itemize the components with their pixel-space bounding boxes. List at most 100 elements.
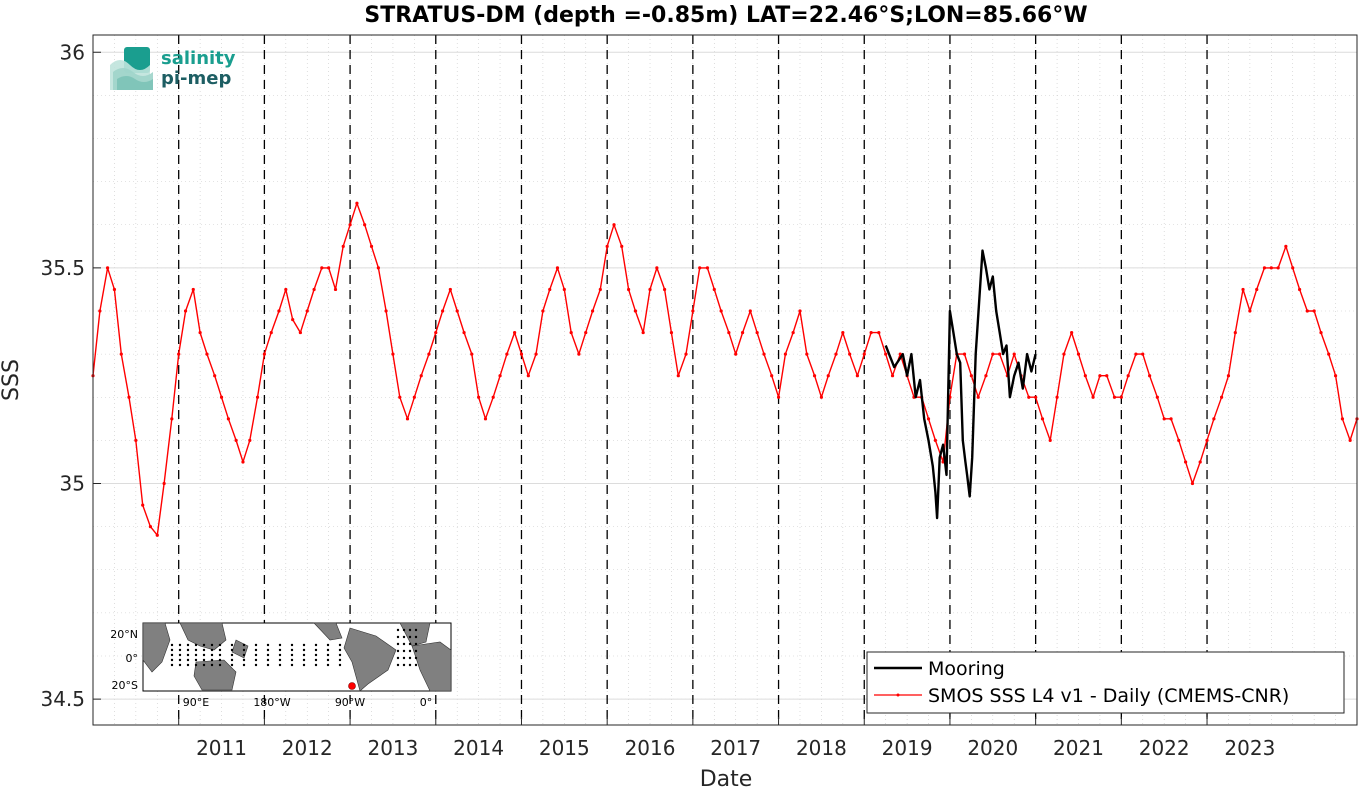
inset-buoy-dot [170,648,174,652]
data-point-smos [226,417,230,421]
x-tick-label: 2015 [539,736,590,760]
data-point-smos [748,309,752,313]
inset-buoy-dot [326,653,330,657]
data-point-smos [1040,417,1045,421]
data-point-smos [1134,352,1138,356]
data-point-smos [1269,266,1273,270]
data-point-smos [1148,374,1152,378]
data-point-smos [363,223,367,227]
data-point-smos [376,266,380,270]
data-point-smos [834,352,838,356]
data-point-smos [305,309,309,313]
inset-buoy-dot [218,648,222,652]
data-point-smos [241,460,245,464]
inset-buoy-dot [278,658,282,662]
inset-buoy-dot [302,653,306,657]
inset-buoy-dot [290,663,294,667]
data-point-smos [770,374,774,378]
inset-buoy-dot [396,628,400,632]
inset-buoy-dot [210,648,214,652]
series-line-smos [92,202,1358,536]
inset-buoy-dot [402,642,406,646]
inset-buoy-dot [210,663,214,667]
y-tick-label: 36 [60,40,85,64]
inset-buoy-dot [314,653,318,657]
inset-buoy-dot [178,663,182,667]
data-point-smos [455,309,459,313]
data-point-smos [641,330,645,335]
inset-buoy-dot [254,658,258,662]
chart-title: STRATUS-DM (depth =-0.85m) LAT=22.46°S;L… [364,3,1087,28]
data-point-smos [1048,438,1052,442]
inset-buoy-dot [218,663,222,667]
major-grid [93,51,1357,700]
data-point-smos [1105,374,1109,378]
inset-buoy-dot [302,648,306,652]
data-point-smos [569,330,573,335]
data-point-smos [519,352,524,356]
data-point-smos [483,417,488,421]
data-point-smos [526,374,530,378]
data-point-smos [277,309,281,313]
legend-label-mooring: Mooring [928,658,1005,680]
inset-buoy-dot [242,648,246,652]
data-point-smos [598,287,602,292]
inset-buoy-dot [178,643,182,647]
series-layer [91,201,1359,537]
inset-buoy-dot [186,653,190,657]
inset-buoy-dot [254,643,258,647]
data-point-smos [812,374,817,378]
data-point-smos [405,417,410,421]
data-point-smos [1255,287,1259,292]
inset-buoy-dot [326,663,330,667]
data-point-smos [534,352,538,356]
inset-lat-label-0: 0° [126,652,139,665]
data-point-smos [541,309,545,313]
inset-buoy-dot [414,663,418,667]
data-point-smos [662,287,667,292]
data-point-smos [633,309,638,313]
data-point-smos [1205,438,1209,442]
inset-buoy-dot [408,628,412,632]
data-point-smos [962,352,967,356]
legend-box [866,651,1345,714]
inset-lon-label-180w: 180°W [253,696,290,709]
inset-buoy-dot [290,643,294,647]
data-point-smos [1226,374,1231,378]
inset-buoy-dot [266,658,270,662]
data-point-smos [783,352,788,356]
inset-buoy-dot [178,658,182,662]
data-point-smos [1190,481,1195,486]
data-point-smos [998,352,1002,356]
data-point-smos [1348,438,1352,442]
inset-buoy-dot [338,653,342,657]
inset-location-map: 20°N 0° 20°S 90°E 180°W 90°W 0° [110,622,452,709]
data-point-smos [491,395,495,399]
data-point-smos [348,223,352,227]
data-point-smos [1233,330,1237,335]
data-point-smos [412,395,416,399]
x-tick-label: 2019 [882,736,933,760]
data-point-smos [869,330,873,335]
inset-lat-label-20s: 20°S [112,679,138,692]
data-point-smos [1305,309,1309,313]
data-point-smos [505,352,509,356]
inset-buoy-dot [396,635,400,639]
inset-buoy-dot [302,663,306,667]
inset-buoy-dot [290,648,294,652]
data-point-smos [462,330,466,335]
legend-label-smos: SMOS SSS L4 v1 - Daily (CMEMS-CNR) [928,685,1289,707]
inset-buoy-dot [266,663,270,667]
y-axis-ticks: 34.5 35 35.5 36 [40,40,101,711]
logo-line2: pi-mep [161,68,231,89]
inset-buoy-dot [396,656,400,660]
data-point-smos [626,287,631,292]
data-point-smos [791,330,795,335]
inset-buoy-dot [194,648,198,652]
data-point-smos [862,352,866,356]
inset-buoy-dot [254,663,258,667]
inset-buoy-dot [242,643,246,647]
data-point-smos [719,309,723,313]
inset-buoy-dot [266,643,270,647]
data-point-smos [1055,395,1059,399]
